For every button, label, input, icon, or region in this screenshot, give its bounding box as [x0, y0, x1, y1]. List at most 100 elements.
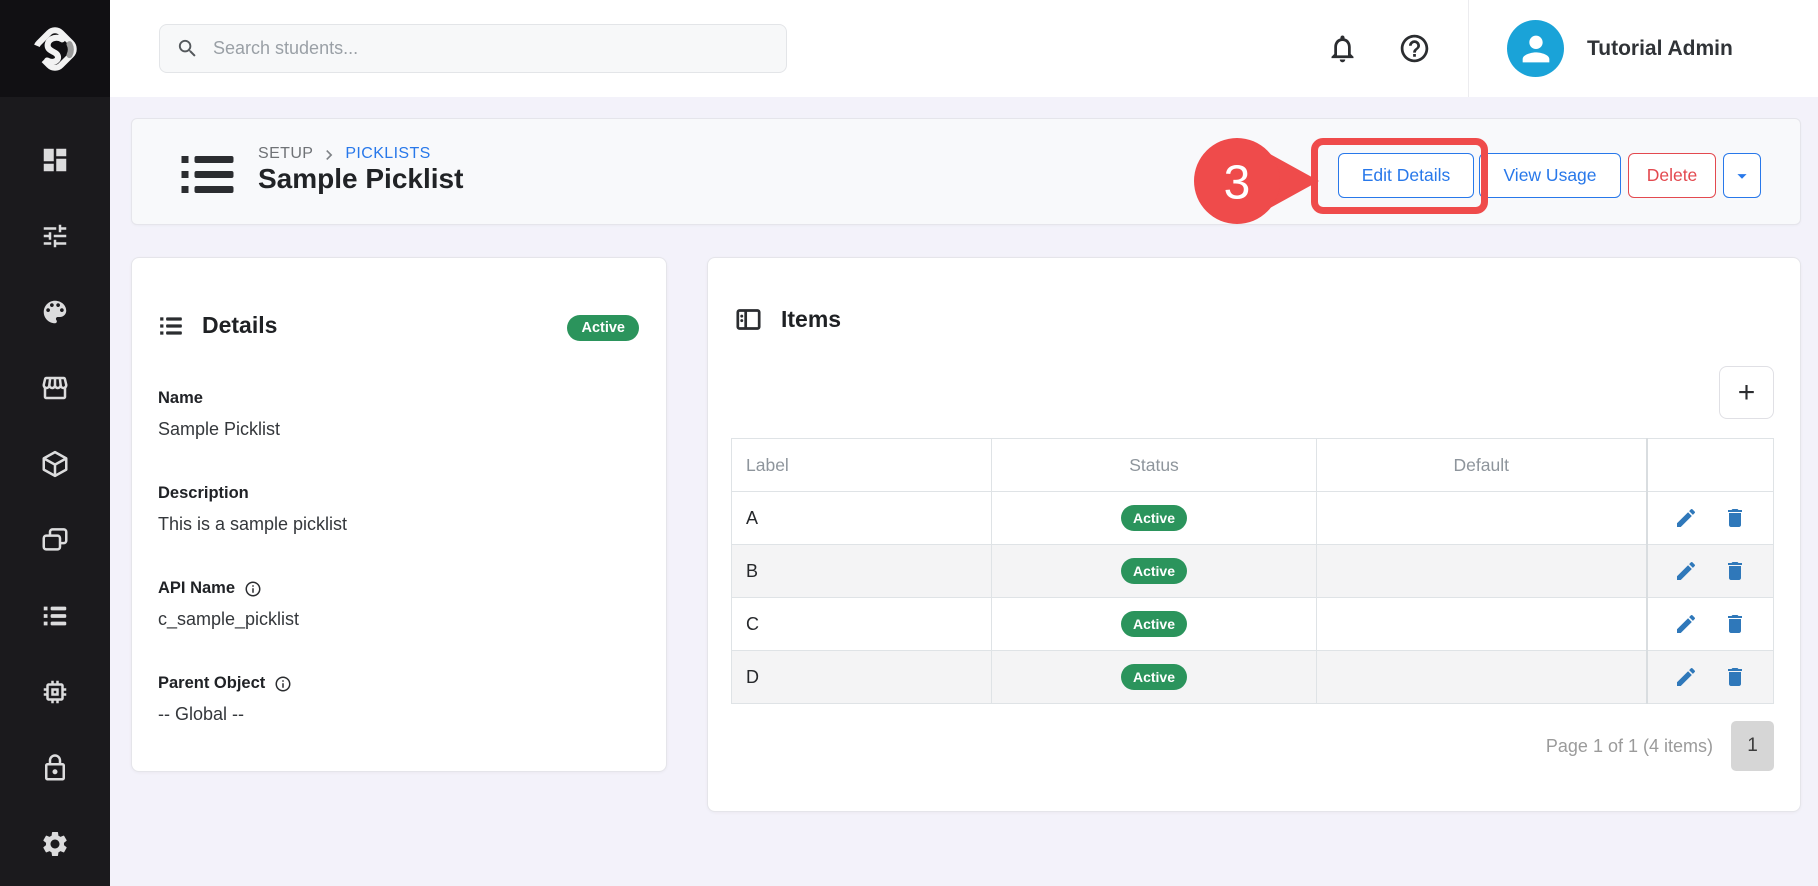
trash-icon	[1727, 668, 1742, 686]
pagination: Page 1 of 1 (4 items) 1	[708, 721, 1774, 771]
item-label-cell: C	[731, 597, 992, 651]
item-status-badge: Active	[1120, 505, 1188, 531]
topbar-divider	[1468, 0, 1469, 97]
sidebar-item-pages[interactable]	[0, 502, 110, 578]
item-label-cell: B	[731, 544, 992, 598]
sidebar-item-objects[interactable]	[0, 426, 110, 502]
delete-button[interactable]: Delete	[1628, 153, 1716, 198]
field-description: Description This is a sample picklist	[158, 484, 640, 535]
item-status-badge: Active	[1120, 611, 1188, 637]
field-value: c_sample_picklist	[158, 609, 300, 629]
windows-icon	[42, 528, 68, 551]
item-status-badge: Active	[1120, 664, 1188, 690]
edit-item-button[interactable]	[1674, 665, 1698, 689]
add-item-button[interactable]: +	[1719, 366, 1774, 419]
gear-icon	[43, 832, 67, 856]
lock-icon	[45, 754, 65, 781]
list-icon	[43, 606, 67, 626]
sidebar-item-configuration[interactable]	[0, 198, 110, 274]
delete-item-button[interactable]	[1723, 665, 1747, 689]
avatar[interactable]	[1507, 20, 1564, 77]
info-icon[interactable]	[244, 580, 262, 598]
edit-details-button[interactable]: Edit Details	[1338, 153, 1474, 198]
column-header-label[interactable]: Label	[731, 438, 992, 492]
pencil-icon	[1676, 508, 1695, 527]
column-header-default[interactable]: Default	[1316, 438, 1647, 492]
field-value: This is a sample picklist	[158, 514, 348, 534]
items-header: Items	[734, 306, 1800, 333]
edit-item-button[interactable]	[1674, 612, 1698, 636]
help-button[interactable]	[1398, 32, 1431, 65]
pencil-icon	[1676, 614, 1695, 633]
user-name[interactable]: Tutorial Admin	[1587, 36, 1733, 60]
field-label: Parent Object	[158, 674, 266, 692]
items-table: Label Status Default A Active	[731, 438, 1774, 704]
search-box[interactable]	[159, 24, 787, 73]
field-label: API Name	[158, 579, 236, 597]
column-header-status[interactable]: Status	[991, 438, 1317, 492]
more-actions-button[interactable]	[1723, 153, 1761, 198]
field-parent-object: Parent Object -- Global --	[158, 674, 640, 725]
pagination-summary: Page 1 of 1 (4 items)	[1545, 735, 1713, 756]
sidebar	[0, 0, 110, 886]
person-icon	[1522, 35, 1549, 62]
pencil-icon	[1676, 561, 1695, 580]
table-header-row: Label Status Default	[731, 438, 1774, 492]
sidebar-item-picklists[interactable]	[0, 578, 110, 654]
search-input[interactable]	[213, 38, 770, 59]
annotation-step-number: 3	[1224, 157, 1251, 210]
caret-down-icon	[1737, 173, 1747, 179]
items-panel-icon	[736, 309, 761, 330]
item-status-badge: Active	[1120, 558, 1188, 584]
details-heading: Details	[202, 312, 278, 338]
sidebar-nav	[0, 97, 110, 882]
sliders-icon	[43, 224, 67, 248]
trash-icon	[1727, 562, 1742, 580]
dashboard-icon	[43, 148, 67, 172]
help-icon	[1400, 34, 1429, 63]
field-label: Name	[158, 389, 203, 407]
details-fields: Name Sample Picklist Description This is…	[158, 389, 640, 725]
sidebar-item-theme[interactable]	[0, 274, 110, 350]
sidebar-item-settings[interactable]	[0, 806, 110, 882]
annotation-pin: 3	[1194, 138, 1319, 224]
field-api-name: API Name c_sample_picklist	[158, 579, 640, 630]
column-header-actions	[1645, 438, 1774, 492]
edit-item-button[interactable]	[1674, 506, 1698, 530]
notifications-button[interactable]	[1326, 32, 1359, 65]
sidebar-item-automation[interactable]	[0, 654, 110, 730]
delete-item-button[interactable]	[1723, 506, 1747, 530]
info-icon[interactable]	[274, 675, 292, 693]
item-default-cell	[1316, 650, 1647, 704]
breadcrumb-setup: SETUP	[258, 145, 314, 162]
page-title: Sample Picklist	[258, 163, 464, 194]
sidebar-item-security[interactable]	[0, 730, 110, 806]
delete-item-button[interactable]	[1723, 559, 1747, 583]
breadcrumb-picklists-link[interactable]: PICKLISTS	[345, 145, 431, 162]
items-card: Items + Label Status Default A Active	[707, 257, 1801, 812]
field-value: -- Global --	[158, 704, 245, 724]
delete-item-button[interactable]	[1723, 612, 1747, 636]
item-default-cell	[1316, 491, 1647, 545]
search-icon	[178, 39, 196, 57]
field-value: Sample Picklist	[158, 419, 281, 439]
topbar: Tutorial Admin	[110, 0, 1818, 97]
page-1-button[interactable]: 1	[1731, 721, 1774, 771]
field-name: Name Sample Picklist	[158, 389, 640, 440]
trash-icon	[1727, 509, 1742, 527]
sidebar-item-marketplace[interactable]	[0, 350, 110, 426]
edit-item-button[interactable]	[1674, 559, 1698, 583]
status-badge: Active	[567, 315, 639, 341]
items-heading: Items	[781, 306, 842, 332]
chevron-right-icon	[313, 143, 345, 165]
breadcrumb: SETUP PICKLISTS	[258, 143, 431, 165]
storefront-icon	[42, 376, 68, 400]
sidebar-item-dashboard[interactable]	[0, 122, 110, 198]
palette-icon	[43, 300, 67, 324]
table-row: C Active	[731, 597, 1774, 651]
app-logo[interactable]	[0, 0, 110, 97]
trash-icon	[1727, 615, 1742, 633]
view-usage-button[interactable]: View Usage	[1479, 153, 1621, 198]
logo-icon	[33, 26, 77, 71]
bell-icon	[1331, 35, 1354, 63]
